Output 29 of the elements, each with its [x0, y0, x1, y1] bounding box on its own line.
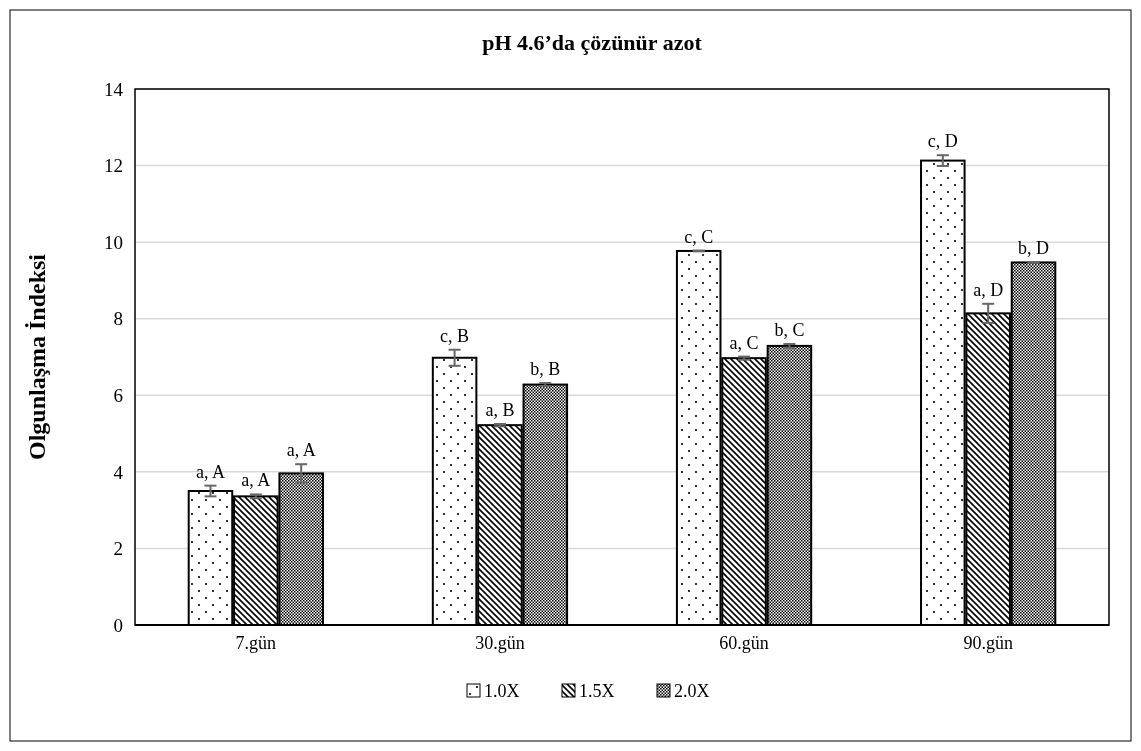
data-label: a, A [195, 461, 225, 482]
legend-label: 1.5X [579, 681, 615, 702]
x-tick-label: 60.gün [719, 633, 769, 653]
legend-label: 1.0X [484, 681, 520, 702]
data-label: a, B [485, 400, 515, 420]
data-label: c, B [440, 325, 470, 346]
y-tick-label: 8 [113, 308, 123, 330]
data-label: a, D [973, 279, 1004, 300]
data-label: c, D [927, 131, 958, 152]
data-label: a, C [729, 332, 759, 353]
x-tick-label: 7.gün [235, 633, 277, 653]
x-tick-label: 30.gün [475, 633, 525, 653]
data-label: a, A [286, 440, 316, 461]
data-label: b, B [530, 359, 561, 380]
y-tick-label: 2 [113, 538, 123, 560]
chart-title: pH 4.6’da çözünür azot [482, 30, 703, 55]
x-tick-label: 90.gün [963, 633, 1013, 653]
y-tick-label: 0 [113, 614, 123, 636]
y-tick-label: 4 [113, 461, 124, 483]
data-label: b, D [1018, 238, 1050, 259]
y-tick-label: 12 [104, 155, 123, 177]
y-tick-label: 6 [113, 384, 123, 406]
y-axis-title: Olgunlaşma İndeksi [24, 253, 50, 461]
y-tick-label: 14 [104, 78, 124, 100]
y-tick-label: 10 [104, 231, 123, 253]
data-label: b, C [774, 319, 805, 340]
legend-label: 2.0X [674, 681, 710, 702]
data-label: a, A [241, 470, 271, 491]
data-label: c, C [684, 226, 714, 247]
